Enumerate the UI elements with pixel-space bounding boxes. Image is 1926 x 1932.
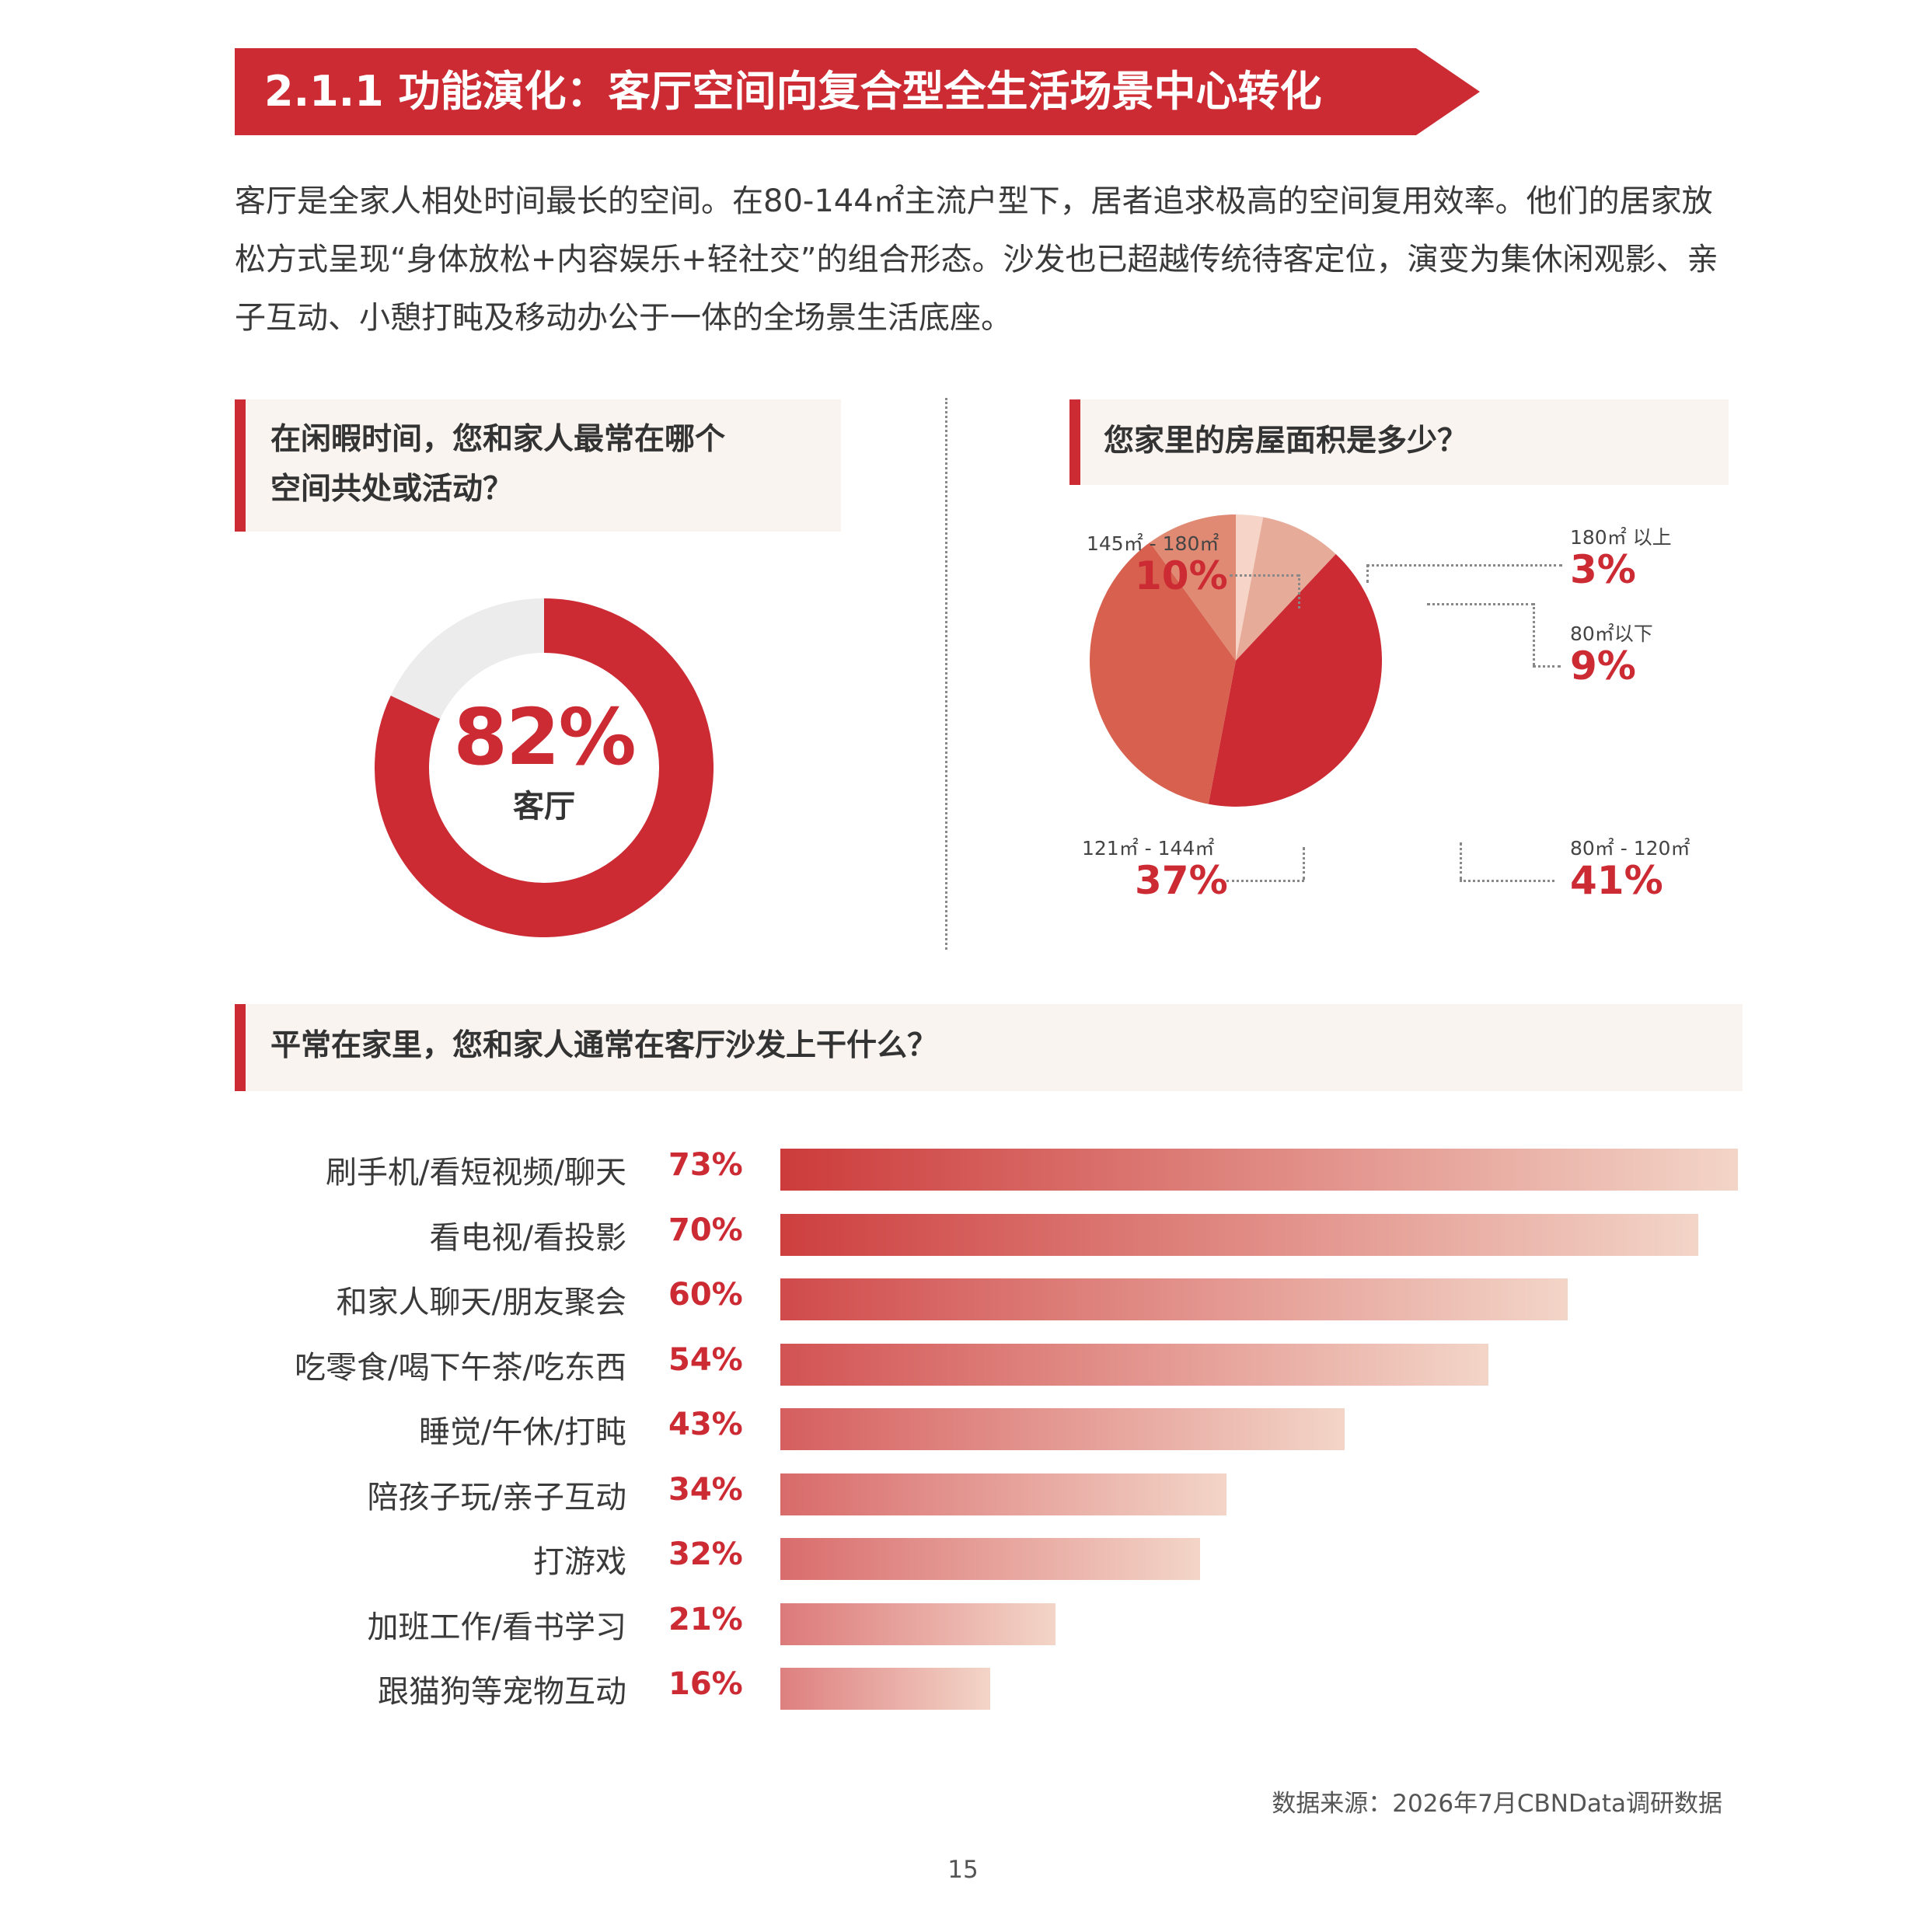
question-house-area: 您家里的房屋面积是多少？ — [1104, 424, 1468, 459]
question-accent-bar — [235, 399, 246, 532]
leader-line — [1366, 564, 1369, 583]
bar — [780, 1149, 1738, 1191]
leader-line — [1533, 665, 1561, 668]
bar — [780, 1538, 1201, 1580]
pie-slice-4 — [1150, 514, 1236, 661]
bar — [780, 1408, 1345, 1450]
leader-line — [1533, 603, 1535, 665]
bar-category-label: 跟猫狗等宠物互动 — [378, 1674, 626, 1710]
question-sofa-activities: 平常在家里，您和家人通常在客厅沙发上干什么？ — [270, 1028, 938, 1063]
donut-chart — [375, 598, 714, 937]
leader-line — [1366, 564, 1562, 567]
bar-category-label: 打游戏 — [533, 1544, 626, 1580]
pie-value-145-180: 10% — [1135, 553, 1228, 598]
bar — [780, 1343, 1489, 1386]
donut-value-arc — [375, 598, 714, 937]
leader-line — [1230, 574, 1300, 577]
data-source: 数据来源：2026年7月CBNData调研数据 — [1272, 1790, 1722, 1818]
question-box-house-area — [1069, 399, 1729, 485]
donut-value: 82% — [453, 692, 636, 783]
bar-value-label: 73% — [668, 1147, 743, 1183]
title-banner — [235, 48, 1480, 135]
column-divider — [945, 398, 947, 950]
bar-category-label: 陪孩子玩/亲子互动 — [367, 1479, 626, 1515]
bar-value-label: 16% — [668, 1666, 743, 1702]
pie-slice-3 — [1090, 542, 1236, 804]
question-box-sofa-activities — [235, 1004, 1743, 1091]
leader-line — [1303, 847, 1305, 880]
pie-value-180-plus: 3% — [1570, 547, 1636, 592]
question-accent-bar — [1069, 399, 1080, 485]
bar — [780, 1473, 1226, 1515]
pie-value-below-80: 9% — [1570, 643, 1636, 689]
pie-label-80-120: 80㎡ - 120㎡ — [1570, 837, 1690, 860]
bar-category-label: 睡觉/午休/打盹 — [419, 1414, 626, 1450]
pie-value-121-144: 37% — [1135, 858, 1228, 903]
bar-value-label: 70% — [668, 1212, 743, 1248]
bar-category-label: 吃零食/喝下午茶/吃东西 — [295, 1349, 626, 1386]
bar-category-label: 看电视/看投影 — [429, 1219, 626, 1256]
bar-value-label: 43% — [668, 1407, 743, 1442]
question-leisure-space-line2: 空间共处或活动？ — [270, 472, 514, 507]
bar-category-label: 刷手机/看短视频/聊天 — [326, 1155, 626, 1191]
pie-slice-2 — [1208, 553, 1382, 807]
donut-label: 客厅 — [513, 789, 575, 825]
bar-value-label: 32% — [668, 1536, 743, 1572]
pie-label-145-180: 145㎡ - 180㎡ — [1087, 532, 1219, 555]
question-leisure-space-line1: 在闲暇时间，您和家人最常在哪个 — [270, 422, 726, 457]
pie-value-80-120: 41% — [1570, 858, 1663, 903]
leader-line — [1298, 574, 1300, 609]
bar-category-label: 加班工作/看书学习 — [367, 1609, 626, 1645]
bar — [780, 1602, 1056, 1645]
leader-line — [1226, 880, 1304, 882]
pie-slice-1 — [1236, 517, 1336, 661]
intro-paragraph: 客厅是全家人相处时间最长的空间。在80-144㎡主流户型下，居者追求极高的空间复… — [235, 183, 1718, 336]
page-number: 15 — [947, 1856, 979, 1884]
bar-value-label: 60% — [668, 1277, 743, 1313]
pie-chart — [1090, 514, 1382, 807]
pie-label-below-80: 80㎡以下 — [1570, 622, 1653, 645]
bar-category-label: 和家人聊天/朋友聚会 — [336, 1285, 626, 1320]
pie-label-180-plus: 180㎡ 以上 — [1570, 526, 1672, 549]
bar — [780, 1213, 1699, 1256]
leader-line — [1460, 842, 1462, 880]
leader-line — [1460, 880, 1554, 882]
question-box-leisure-space — [235, 399, 841, 532]
bar-value-label: 34% — [668, 1471, 743, 1508]
pie-label-121-144: 121㎡ - 144㎡ — [1082, 837, 1215, 860]
bar — [780, 1668, 991, 1710]
bar — [780, 1278, 1568, 1320]
bar-value-label: 54% — [668, 1341, 743, 1378]
bar-value-label: 21% — [668, 1601, 743, 1637]
section-title: 2.1.1 功能演化：客厅空间向复合型全生活场景中心转化 — [264, 67, 1322, 116]
question-accent-bar — [235, 1004, 246, 1091]
leader-line — [1427, 603, 1534, 605]
pie-slice-0 — [1236, 514, 1264, 661]
